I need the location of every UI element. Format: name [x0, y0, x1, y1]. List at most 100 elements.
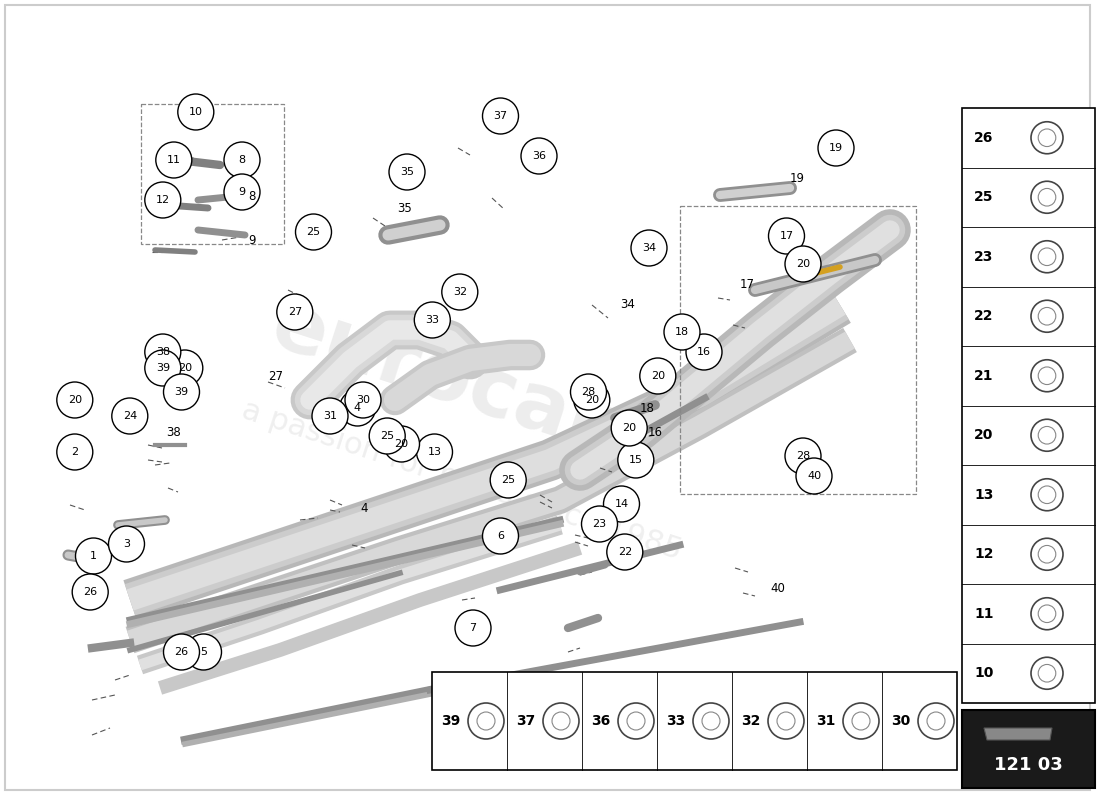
- Circle shape: [640, 358, 675, 394]
- Text: 23: 23: [975, 250, 993, 264]
- Text: 36: 36: [532, 151, 546, 161]
- Text: 20: 20: [651, 371, 664, 381]
- Circle shape: [224, 142, 260, 178]
- Text: 10: 10: [975, 666, 993, 680]
- Text: 20: 20: [68, 395, 81, 405]
- Circle shape: [73, 574, 108, 610]
- Circle shape: [582, 506, 617, 542]
- Circle shape: [296, 214, 331, 250]
- Text: 9: 9: [239, 187, 245, 197]
- Text: 37: 37: [494, 111, 507, 121]
- Text: 5: 5: [200, 647, 207, 657]
- Circle shape: [345, 382, 381, 418]
- Text: 21: 21: [975, 369, 993, 382]
- Text: 31: 31: [323, 411, 337, 421]
- Circle shape: [455, 610, 491, 646]
- FancyBboxPatch shape: [962, 710, 1094, 788]
- Text: 4: 4: [354, 403, 361, 413]
- FancyBboxPatch shape: [962, 108, 1094, 703]
- Text: 14: 14: [615, 499, 628, 509]
- Text: 17: 17: [780, 231, 793, 241]
- Text: 25: 25: [381, 431, 394, 441]
- Text: 8: 8: [239, 155, 245, 165]
- Text: 8: 8: [248, 190, 255, 203]
- Text: 39: 39: [156, 363, 169, 373]
- Text: 34: 34: [642, 243, 656, 253]
- Circle shape: [796, 458, 832, 494]
- Text: 7: 7: [470, 623, 476, 633]
- Circle shape: [389, 154, 425, 190]
- Text: 19: 19: [790, 171, 805, 185]
- Circle shape: [57, 382, 92, 418]
- Text: 6: 6: [497, 531, 504, 541]
- Circle shape: [604, 486, 639, 522]
- Circle shape: [785, 246, 821, 282]
- Text: 12: 12: [975, 547, 993, 562]
- Text: 28: 28: [796, 451, 810, 461]
- Circle shape: [186, 634, 221, 670]
- Circle shape: [57, 434, 92, 470]
- Text: 22: 22: [618, 547, 631, 557]
- Circle shape: [686, 334, 722, 370]
- Text: 19: 19: [829, 143, 843, 153]
- Text: 25: 25: [975, 190, 993, 204]
- Text: 37: 37: [516, 714, 536, 728]
- Circle shape: [370, 418, 405, 454]
- Circle shape: [76, 538, 111, 574]
- Text: 20: 20: [796, 259, 810, 269]
- Circle shape: [483, 98, 518, 134]
- Text: a passion for parts since 1985: a passion for parts since 1985: [239, 395, 685, 565]
- Text: 17: 17: [740, 278, 755, 291]
- Circle shape: [415, 302, 450, 338]
- Text: 32: 32: [453, 287, 466, 297]
- Circle shape: [491, 462, 526, 498]
- Text: 26: 26: [175, 647, 188, 657]
- Text: 12: 12: [156, 195, 169, 205]
- Text: 20: 20: [395, 439, 408, 449]
- Text: 35: 35: [397, 202, 411, 214]
- Circle shape: [818, 130, 854, 166]
- Text: 20: 20: [623, 423, 636, 433]
- Text: 26: 26: [975, 130, 993, 145]
- Text: 10: 10: [189, 107, 202, 117]
- Text: 11: 11: [167, 155, 180, 165]
- Circle shape: [664, 314, 700, 350]
- Circle shape: [164, 634, 199, 670]
- Circle shape: [618, 442, 653, 478]
- Text: 32: 32: [741, 714, 760, 728]
- Text: 2: 2: [72, 447, 78, 457]
- Text: 34: 34: [620, 298, 635, 311]
- Text: 20: 20: [178, 363, 191, 373]
- Text: 25: 25: [502, 475, 515, 485]
- Text: 4: 4: [360, 502, 367, 514]
- Text: 39: 39: [441, 714, 461, 728]
- Text: 22: 22: [975, 310, 993, 323]
- Text: 28: 28: [582, 387, 595, 397]
- Text: 18: 18: [640, 402, 654, 414]
- Circle shape: [156, 142, 191, 178]
- Text: 3: 3: [123, 539, 130, 549]
- Circle shape: [574, 382, 609, 418]
- Text: 20: 20: [585, 395, 598, 405]
- Text: 20: 20: [975, 428, 993, 442]
- Circle shape: [631, 230, 667, 266]
- Circle shape: [109, 526, 144, 562]
- FancyBboxPatch shape: [432, 672, 957, 770]
- Circle shape: [112, 398, 147, 434]
- Text: 25: 25: [307, 227, 320, 237]
- Text: 40: 40: [770, 582, 785, 594]
- Text: eurocars: eurocars: [261, 286, 663, 482]
- Text: 39: 39: [175, 387, 188, 397]
- Text: 27: 27: [268, 370, 283, 383]
- Text: 33: 33: [426, 315, 439, 325]
- Text: 26: 26: [84, 587, 97, 597]
- Text: 1: 1: [90, 551, 97, 561]
- Circle shape: [145, 350, 180, 386]
- Circle shape: [224, 174, 260, 210]
- Text: 16: 16: [648, 426, 663, 438]
- Circle shape: [483, 518, 518, 554]
- Text: 24: 24: [123, 411, 136, 421]
- Circle shape: [340, 390, 375, 426]
- Text: 30: 30: [356, 395, 370, 405]
- Circle shape: [571, 374, 606, 410]
